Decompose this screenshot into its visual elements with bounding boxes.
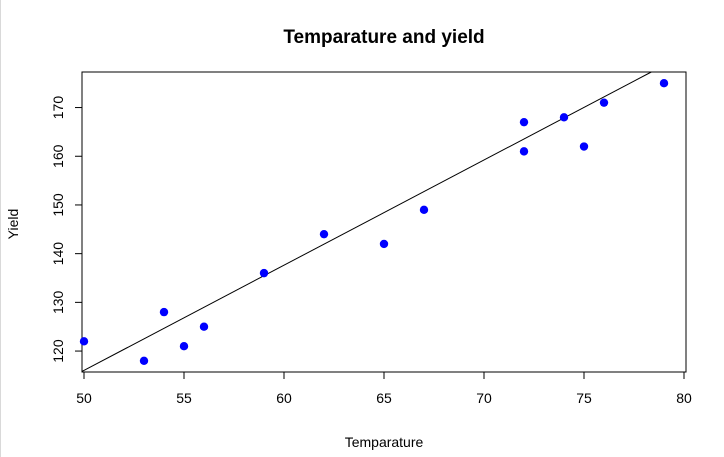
window-left-border (0, 0, 1, 457)
y-tick-label: 120 (50, 339, 66, 363)
data-point (599, 98, 609, 107)
x-tick-label: 70 (476, 390, 492, 406)
y-axis: 120 130 140 150 160 170 (50, 96, 83, 363)
plot-area-box (81, 71, 687, 373)
x-tick-label: 60 (276, 390, 292, 406)
x-tick-label: 75 (576, 390, 592, 406)
data-point (139, 356, 149, 365)
regression-line (81, 71, 652, 372)
data-point (179, 341, 189, 351)
data-point (519, 117, 529, 127)
data-points (79, 79, 669, 365)
data-point (659, 79, 669, 88)
data-point (379, 239, 389, 249)
data-point (519, 147, 529, 156)
data-point (79, 337, 89, 346)
regression-line-layer (81, 71, 652, 372)
chart-title: Temparature and yield (283, 27, 484, 48)
x-tick-label: 80 (676, 390, 692, 406)
y-tick-label: 140 (50, 242, 66, 266)
y-tick-label: 160 (50, 144, 66, 168)
y-axis-label: Yield (5, 209, 21, 240)
data-point (319, 229, 329, 239)
x-tick-label: 65 (376, 390, 392, 406)
data-point (159, 307, 169, 317)
x-axis: 50 55 60 65 70 75 80 (76, 371, 692, 406)
x-tick-label: 55 (176, 390, 192, 406)
data-point (419, 205, 429, 215)
y-tick-label: 150 (50, 193, 66, 217)
y-tick-label: 170 (50, 96, 66, 120)
data-point (559, 113, 569, 122)
data-point (259, 268, 269, 278)
x-axis-label: Temparature (345, 434, 424, 450)
data-point (199, 322, 209, 331)
x-tick-label: 50 (76, 390, 92, 406)
y-tick-label: 130 (50, 290, 66, 314)
data-point (579, 142, 589, 151)
